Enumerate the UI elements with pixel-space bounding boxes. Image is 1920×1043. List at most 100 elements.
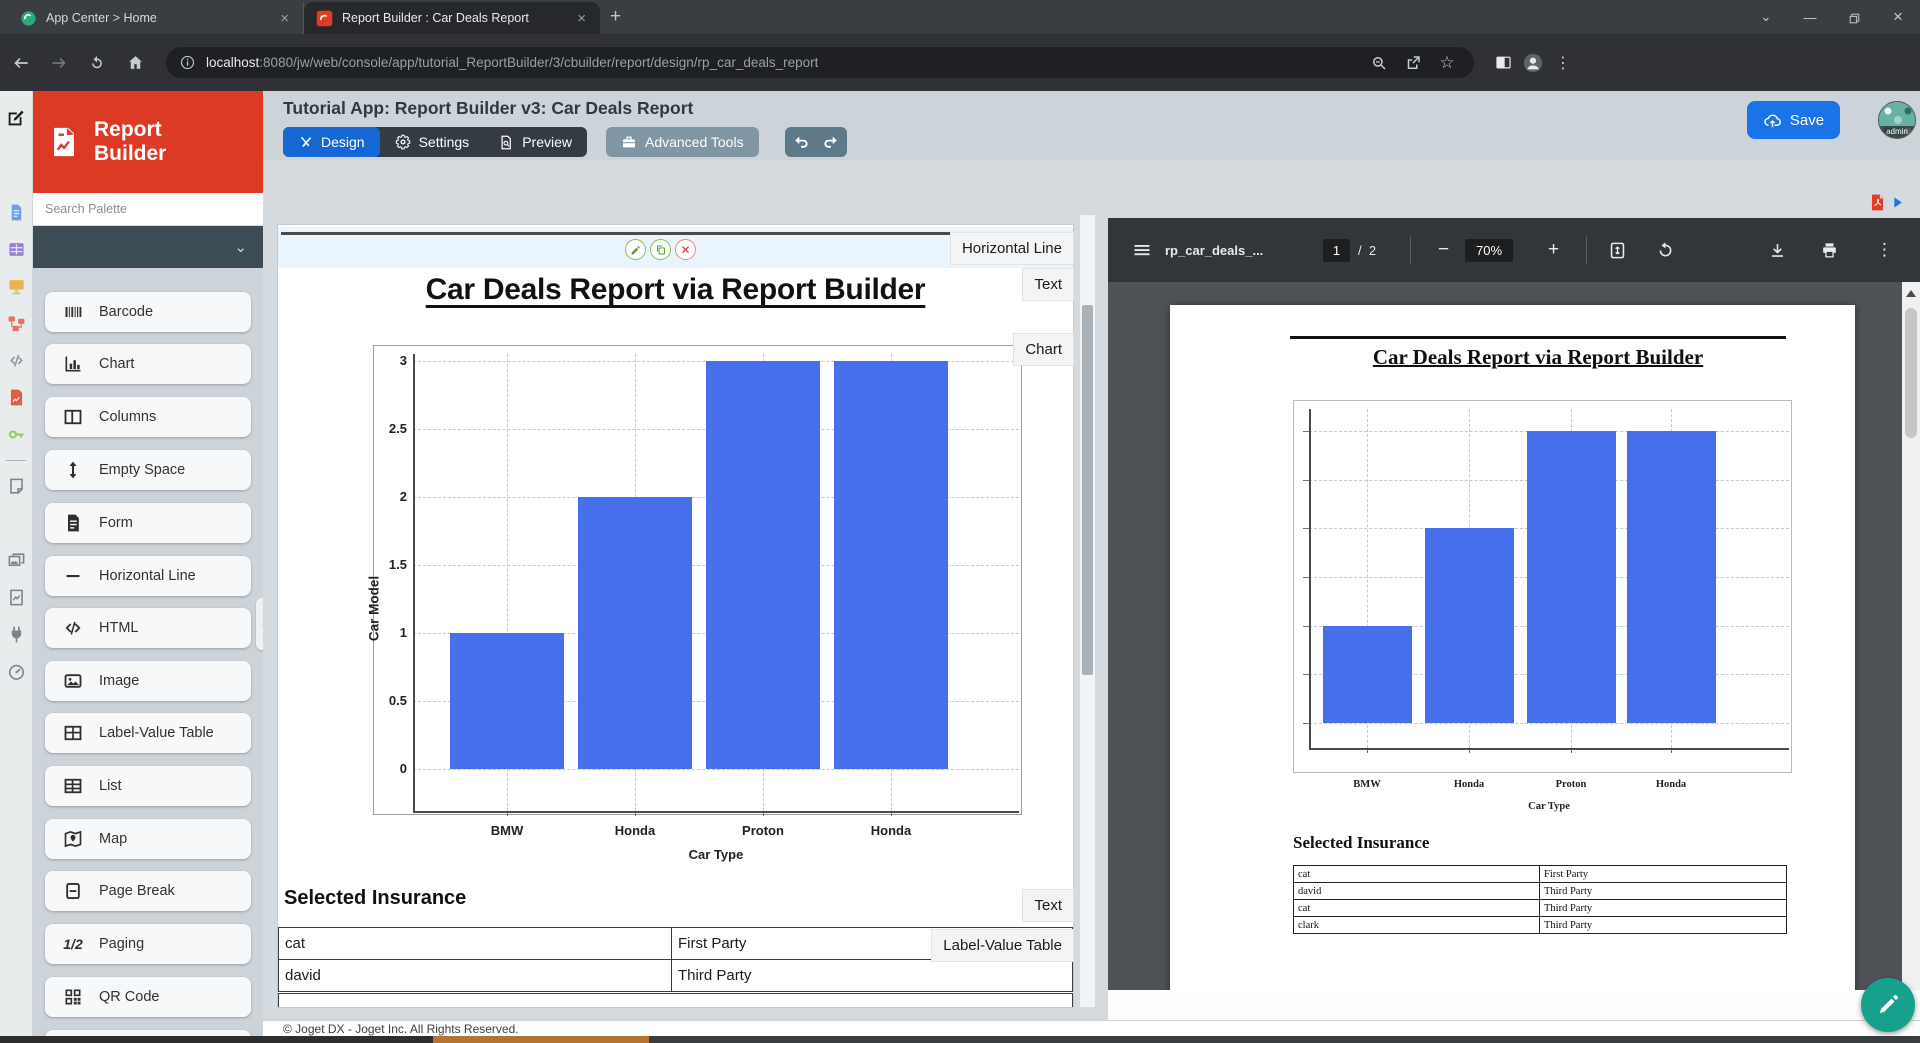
redo-icon[interactable]: [821, 133, 839, 151]
canvas-scrollbar-thumb[interactable]: [1082, 305, 1093, 675]
preview-tab[interactable]: Preview: [484, 127, 587, 157]
settings-tab[interactable]: Settings: [380, 127, 485, 157]
undo-icon[interactable]: [793, 133, 811, 151]
design-tab[interactable]: Design: [283, 127, 380, 157]
back-button-icon[interactable]: [4, 46, 38, 80]
pdf-page-input[interactable]: 1: [1323, 238, 1350, 262]
palette-item-qr-code[interactable]: QR Code: [45, 977, 251, 1017]
palette-item-image[interactable]: Image: [45, 661, 251, 701]
canvas-table-cell: cat: [278, 927, 672, 960]
zoom-out-icon[interactable]: [1364, 48, 1394, 78]
palette-item-form[interactable]: Form: [45, 503, 251, 543]
palette-item-label-value-table[interactable]: Label-Value Table: [45, 713, 251, 753]
pdf-zoom-out-icon[interactable]: −: [1438, 239, 1450, 260]
window-close-button[interactable]: ×: [1893, 7, 1903, 26]
plug-icon[interactable]: [4, 622, 28, 646]
datalist-grid-icon: [7, 240, 26, 259]
report-doc-icon: [7, 388, 26, 407]
palette-item-html[interactable]: HTML: [45, 608, 251, 648]
palette-item-empty-space[interactable]: Empty Space: [45, 450, 251, 490]
chart-doc-icon: [7, 588, 26, 607]
copy-element-icon[interactable]: [650, 239, 671, 260]
section-heading-element[interactable]: Selected Insurance: [284, 887, 467, 909]
forward-button-icon[interactable]: [42, 46, 76, 80]
palette-item-columns[interactable]: Columns: [45, 397, 251, 437]
palette-item-horizontal-line[interactable]: Horizontal Line: [45, 556, 251, 596]
tab-close-icon[interactable]: ×: [577, 9, 586, 27]
pdf-menu-hamburger-icon[interactable]: [1132, 218, 1152, 282]
share-icon[interactable]: [1398, 48, 1428, 78]
expand-preview-arrow-icon[interactable]: [1890, 195, 1905, 210]
delete-element-icon[interactable]: ✕: [675, 239, 696, 260]
bookmark-star-icon[interactable]: ☆: [1439, 52, 1455, 72]
palette-item-barcode[interactable]: Barcode: [45, 292, 251, 332]
variable-icon[interactable]: [4, 511, 28, 535]
horizontal-line-icon: [63, 566, 83, 586]
label-value-table-element[interactable]: cat First Party david Third Party: [278, 927, 1073, 992]
pdf-more-menu-icon[interactable]: ⋮: [1876, 240, 1893, 259]
canvas-scrollbar[interactable]: [1080, 215, 1095, 1007]
chevron-down-icon: ⌄: [234, 239, 247, 256]
qr-code-icon: [63, 987, 83, 1007]
user-avatar[interactable]: admin: [1878, 101, 1916, 139]
browser-tab-report-builder[interactable]: Report Builder : Car Deals Report ×: [304, 2, 600, 34]
form-doc-icon[interactable]: [4, 200, 28, 224]
report-doc-icon[interactable]: [4, 385, 28, 409]
new-tab-button[interactable]: +: [610, 6, 622, 27]
window-minimize-button[interactable]: —: [1803, 9, 1817, 25]
edit-element-icon[interactable]: [625, 239, 646, 260]
y-tick-mark: [1303, 674, 1309, 676]
x-tick-mark: [1571, 748, 1572, 753]
datalist-grid-icon[interactable]: [4, 237, 28, 261]
gauge-icon[interactable]: [4, 659, 28, 683]
pdf-zoom-in-icon[interactable]: +: [1548, 239, 1560, 260]
userview-monitor-icon[interactable]: [4, 274, 28, 298]
tab-close-icon[interactable]: ×: [280, 9, 289, 27]
browser-menu-dots-icon[interactable]: ⋮: [1555, 54, 1571, 72]
y-tick-label: 0: [399, 761, 407, 776]
note-icon[interactable]: [4, 474, 28, 498]
profile-avatar-icon[interactable]: [1518, 48, 1548, 78]
palette-search-input[interactable]: [45, 202, 245, 216]
media-icon[interactable]: [4, 548, 28, 572]
process-flow-icon[interactable]: [4, 311, 28, 335]
palette-item-map[interactable]: Map: [45, 819, 251, 859]
tab-title: App Center > Home: [46, 11, 157, 25]
edit-fab-button[interactable]: [1861, 978, 1915, 1032]
page-info-icon[interactable]: [178, 48, 196, 78]
pdf-scrollbar-thumb[interactable]: [1905, 308, 1917, 438]
pdf-zoom-level[interactable]: 70%: [1465, 238, 1513, 262]
scroll-up-arrow-icon[interactable]: [1906, 290, 1916, 297]
report-title-element[interactable]: Car Deals Report via Report Builder: [425, 273, 926, 306]
save-button[interactable]: Save: [1747, 101, 1840, 139]
palette-item-chart[interactable]: Chart: [45, 344, 251, 384]
chart-doc-icon[interactable]: [4, 585, 28, 609]
browser-tab-app-center[interactable]: App Center > Home ×: [8, 2, 304, 34]
gridline-v: [1367, 409, 1368, 748]
reload-button-icon[interactable]: [80, 46, 114, 80]
browser-tab-strip: App Center > Home × Report Builder : Car…: [0, 0, 1920, 34]
horizontal-line-element[interactable]: ✕: [278, 227, 1073, 268]
side-panel-icon[interactable]: [1488, 48, 1518, 78]
edit-pencil-icon[interactable]: [5, 107, 27, 129]
key-icon[interactable]: [4, 422, 28, 446]
pdf-download-icon[interactable]: [1768, 218, 1787, 282]
palette-item-list[interactable]: List: [45, 766, 251, 806]
code-icon[interactable]: [4, 348, 28, 372]
advanced-tools-button[interactable]: Advanced Tools: [605, 127, 759, 157]
tab-search-chevron-icon[interactable]: ⌄: [1760, 9, 1772, 24]
palette-item-page-break[interactable]: Page Break: [45, 871, 251, 911]
pdf-file-icon[interactable]: [1868, 193, 1887, 212]
home-button-icon[interactable]: [118, 46, 152, 80]
pdf-print-icon[interactable]: [1820, 218, 1839, 282]
form-icon: [63, 513, 83, 533]
palette-item-paging[interactable]: 1/2 Paging: [45, 924, 251, 964]
url-address-bar[interactable]: localhost:8080/jw/web/console/app/tutori…: [166, 47, 1474, 78]
pdf-scrollbar[interactable]: [1902, 282, 1920, 990]
window-restore-button[interactable]: [1832, 9, 1876, 24]
gridline-h: [1309, 723, 1789, 724]
chart-element[interactable]: Car Model 0 0.5 1 1.5 2 2.5 3 BMW Honda Proton Hon…: [367, 345, 1022, 862]
pdf-fit-page-icon[interactable]: [1608, 218, 1627, 282]
pdf-rotate-icon[interactable]: [1656, 218, 1675, 282]
palette-category-dropdown[interactable]: ⌄: [33, 226, 263, 268]
